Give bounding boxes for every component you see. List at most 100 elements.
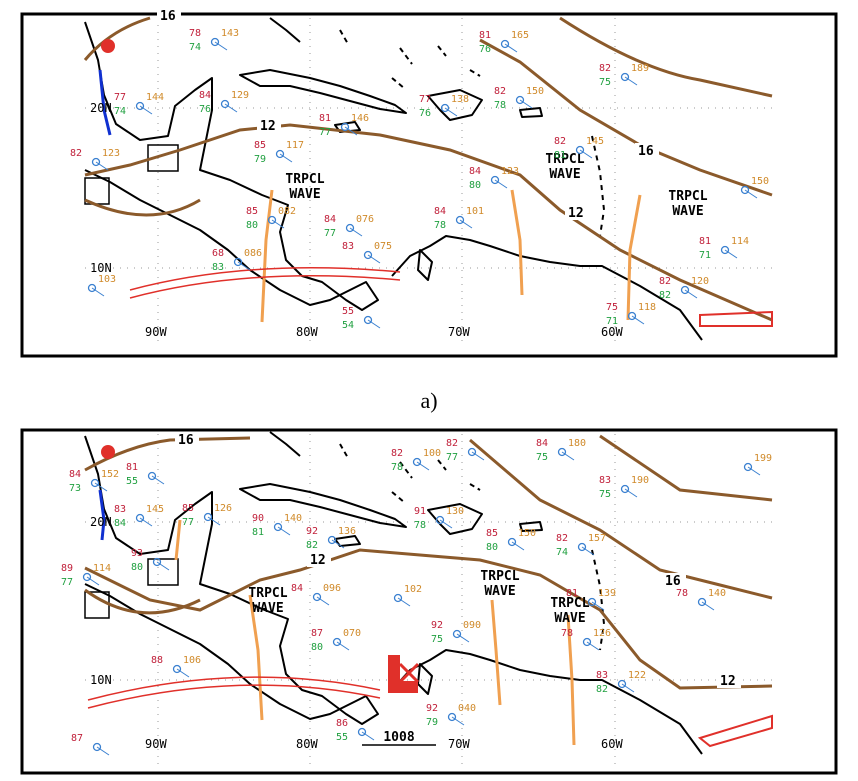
station-pressure: 076 bbox=[356, 214, 374, 225]
station-temperature: 89 bbox=[61, 563, 73, 574]
station-temperature: 92 bbox=[431, 620, 443, 631]
wind-barb bbox=[444, 107, 458, 117]
station-marker bbox=[393, 593, 403, 603]
wind-barb bbox=[624, 488, 638, 498]
panel-frame bbox=[20, 428, 838, 775]
station-dewpoint: 71 bbox=[699, 250, 711, 261]
station-marker bbox=[680, 285, 690, 295]
station-temperature: 84 bbox=[324, 214, 336, 225]
longitude-label: 80W bbox=[296, 737, 318, 751]
isobar-label: 12 bbox=[260, 119, 276, 134]
longitude-label: 70W bbox=[448, 737, 470, 751]
station-pressure: 114 bbox=[731, 236, 749, 247]
isobar-label: 12 bbox=[310, 553, 326, 568]
station: 81 139 bbox=[566, 588, 616, 611]
station-temperature: 78 bbox=[561, 628, 573, 639]
station-marker bbox=[152, 557, 162, 567]
station-marker bbox=[720, 245, 730, 255]
station-temperature: 85 bbox=[182, 503, 194, 514]
wind-barb bbox=[214, 41, 228, 51]
longitude-label: 90W bbox=[145, 737, 167, 751]
station: 82 123 bbox=[70, 148, 120, 171]
wind-barb bbox=[139, 105, 153, 115]
station: 81 114 71 bbox=[699, 236, 749, 261]
station-pressure: 123 bbox=[102, 148, 120, 159]
station-marker bbox=[412, 457, 422, 467]
station-dewpoint: 55 bbox=[126, 476, 138, 487]
wind-barb bbox=[456, 633, 470, 643]
station-marker bbox=[92, 742, 102, 752]
wind-barb bbox=[747, 466, 761, 476]
isobar-label-bg bbox=[307, 552, 331, 567]
station: 78 140 bbox=[676, 588, 726, 611]
station-marker bbox=[273, 522, 283, 532]
station: 78 143 74 bbox=[189, 28, 239, 53]
station-temperature: 78 bbox=[676, 588, 688, 599]
isobar-label: 12 bbox=[568, 206, 584, 221]
wind-barb bbox=[277, 526, 291, 536]
longitude-label: 90W bbox=[145, 325, 167, 339]
station: 81 146 77 bbox=[319, 113, 369, 138]
latitude-label: 10N bbox=[90, 673, 112, 687]
wind-barb bbox=[96, 746, 110, 756]
wind-barb bbox=[451, 716, 465, 726]
station-pressure: 120 bbox=[691, 276, 709, 287]
station-temperature: 87 bbox=[311, 628, 323, 639]
station: 83 122 82 bbox=[596, 670, 646, 695]
isobar-label: 12 bbox=[720, 674, 736, 689]
station-temperature: 55 bbox=[342, 306, 354, 317]
station-dewpoint: 55 bbox=[336, 732, 348, 743]
station: 84 096 bbox=[291, 583, 341, 606]
wind-barb bbox=[139, 517, 153, 527]
wind-barb bbox=[207, 516, 221, 526]
station-pressure: 150 bbox=[526, 86, 544, 97]
station-pressure: 152 bbox=[101, 469, 119, 480]
wind-barb bbox=[459, 219, 473, 229]
wave-label: WAVE bbox=[672, 204, 703, 219]
station-pressure: 103 bbox=[98, 274, 116, 285]
station-marker bbox=[582, 637, 592, 647]
latitude-label: 20N bbox=[90, 515, 112, 529]
station-marker bbox=[490, 175, 500, 185]
wind-barb bbox=[724, 249, 738, 259]
station-marker bbox=[135, 101, 145, 111]
station: 78 126 bbox=[561, 628, 611, 651]
station-dewpoint: 80 bbox=[131, 562, 143, 573]
station-marker bbox=[233, 257, 243, 267]
wave-label: WAVE bbox=[252, 601, 283, 616]
isobar-label-bg bbox=[717, 673, 741, 688]
station-temperature: 84 bbox=[536, 438, 548, 449]
station: 199 bbox=[743, 453, 772, 476]
station-temperature: 81 bbox=[699, 236, 711, 247]
station: 85 150 80 bbox=[486, 528, 536, 553]
wave-label: TRPCL bbox=[248, 586, 287, 601]
pressure-label: 1008 bbox=[383, 730, 414, 745]
station-temperature: 82 bbox=[446, 438, 458, 449]
wind-barb bbox=[701, 601, 715, 611]
station-temperature: 85 bbox=[246, 206, 258, 217]
station: 81 165 76 bbox=[479, 30, 529, 55]
station-marker bbox=[515, 95, 525, 105]
station-pressure: 145 bbox=[586, 136, 604, 147]
wind-barb bbox=[349, 227, 363, 237]
station: 84 123 80 bbox=[469, 166, 519, 191]
station-pressure: 086 bbox=[244, 248, 262, 259]
station-marker bbox=[452, 629, 462, 639]
wind-barb bbox=[279, 153, 293, 163]
station-temperature: 88 bbox=[151, 655, 163, 666]
station-dewpoint: 81 bbox=[554, 150, 566, 161]
latitude-label: 10N bbox=[90, 261, 112, 275]
station-dewpoint: 80 bbox=[246, 220, 258, 231]
wind-barb bbox=[519, 99, 533, 109]
station: 82 157 74 bbox=[556, 533, 606, 558]
wind-barb bbox=[367, 254, 381, 264]
station-dewpoint: 76 bbox=[199, 104, 211, 115]
wind-barb bbox=[586, 641, 600, 651]
wind-barb bbox=[224, 103, 238, 113]
station-pressure: 190 bbox=[631, 475, 649, 486]
station-pressure: 144 bbox=[146, 92, 164, 103]
station-marker bbox=[740, 185, 750, 195]
wind-barb bbox=[579, 149, 593, 159]
